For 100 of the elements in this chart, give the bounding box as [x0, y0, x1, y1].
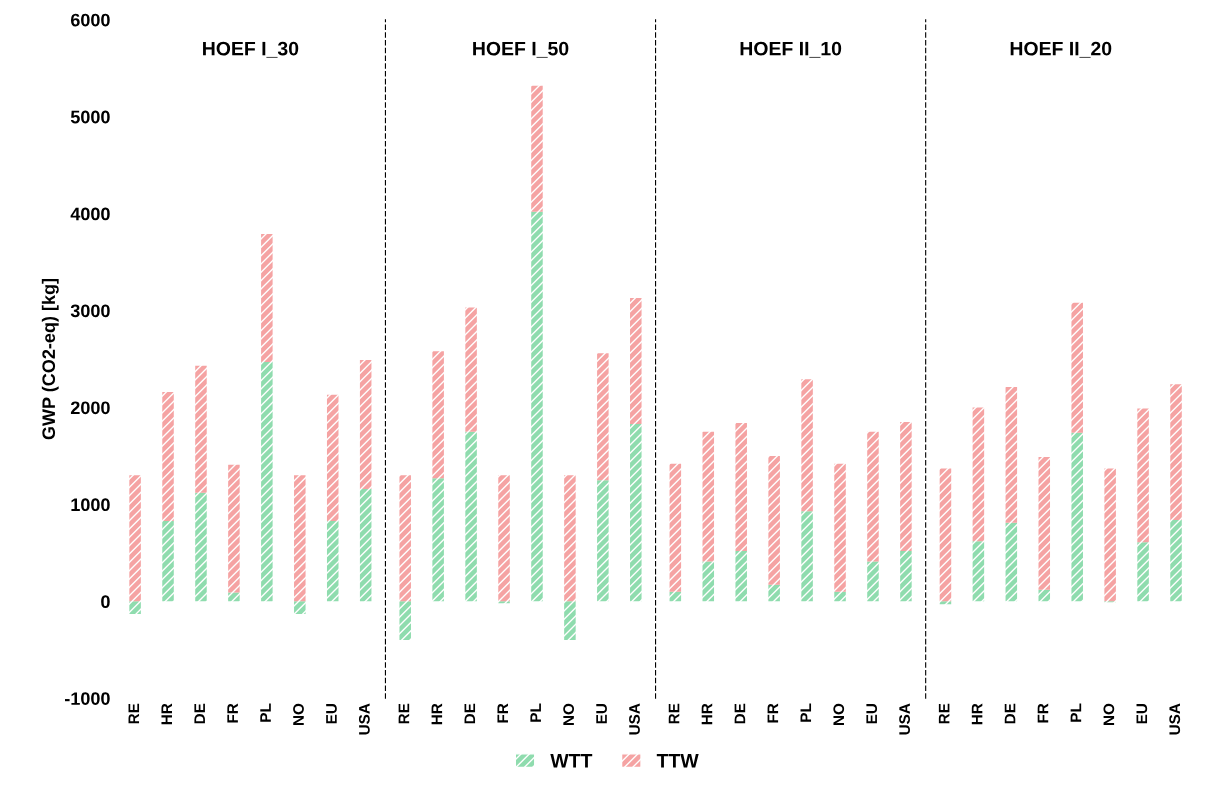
y-tick-label: 1000	[71, 498, 110, 512]
x-tick-label: NO	[563, 703, 575, 726]
bar	[900, 550, 912, 602]
x-tick-label: USA	[899, 703, 911, 735]
x-tick-label: RE	[128, 703, 140, 724]
bar	[498, 475, 510, 602]
x-tick-label: HR	[701, 703, 713, 725]
bar	[129, 475, 141, 602]
y-tick-label: -1000	[65, 692, 110, 705]
bar	[1038, 589, 1051, 602]
x-tick-label: PL	[260, 703, 271, 722]
bar	[162, 520, 174, 602]
bar	[1005, 387, 1018, 523]
y-tick-label: 3000	[70, 304, 110, 318]
bar	[564, 475, 576, 602]
bar	[294, 475, 306, 602]
bar	[531, 211, 543, 602]
x-tick-label: RE	[398, 703, 410, 724]
bar	[228, 592, 240, 602]
bar	[801, 379, 813, 512]
x-tick-label: RE	[938, 703, 950, 724]
x-tick-label: USA	[629, 703, 640, 735]
y-tick-label: 6000	[70, 13, 110, 27]
text: HOEF II_20	[1010, 41, 1112, 58]
y-tick-label: 0	[101, 595, 110, 609]
bar	[939, 468, 952, 602]
bar	[1170, 519, 1182, 602]
bar	[939, 601, 952, 605]
x-tick-label: PL	[800, 703, 812, 722]
bar	[326, 520, 339, 602]
text: HOEF I_30	[203, 41, 299, 58]
bar	[432, 478, 444, 602]
bar	[768, 584, 780, 602]
y-tick-label: 5000	[70, 110, 110, 124]
bar	[669, 463, 682, 592]
x-tick-label: FR	[1037, 703, 1049, 723]
x-tick-label: NO	[293, 703, 304, 726]
x-tick-label: RE	[668, 703, 680, 724]
bar	[261, 361, 273, 602]
bar	[564, 601, 576, 641]
x-tick-label: EU	[866, 704, 878, 724]
bar	[1038, 456, 1051, 590]
bar	[261, 233, 273, 362]
legend-label: TTW	[656, 754, 699, 768]
bar	[630, 423, 642, 602]
bar	[702, 431, 715, 562]
bar	[432, 351, 444, 479]
bar	[399, 601, 411, 641]
bar	[1170, 384, 1182, 520]
bar	[465, 431, 477, 602]
bar	[834, 591, 846, 602]
bar	[1137, 542, 1149, 602]
x-tick-label: DE	[734, 703, 746, 724]
legend-label: WTT	[550, 754, 593, 768]
bar	[1104, 468, 1116, 602]
bar	[597, 353, 609, 481]
bar	[162, 391, 174, 521]
x-tick-label: FR	[497, 703, 508, 723]
x-tick-label: EU	[596, 704, 607, 724]
bar	[630, 297, 642, 424]
bar	[294, 601, 306, 614]
bar	[531, 85, 543, 212]
x-tick-label: HR	[431, 703, 443, 725]
bar	[972, 407, 985, 542]
bar	[228, 464, 240, 593]
text: HOEF II_10	[740, 41, 842, 58]
text: HOEF I_50	[473, 41, 569, 58]
x-tick-label: DE	[1004, 703, 1016, 724]
bar	[867, 561, 879, 602]
bar	[1005, 522, 1018, 602]
bar	[801, 511, 813, 602]
y-axis-title: GWP (CO2-eq) [kg]	[41, 278, 59, 440]
bar	[195, 365, 207, 493]
bar	[834, 463, 846, 592]
x-tick-label: EU	[326, 704, 337, 724]
bar	[1137, 408, 1149, 543]
x-tick-label: DE	[464, 703, 476, 724]
bar	[768, 455, 780, 585]
bar	[1071, 432, 1083, 602]
y-tick-label: 4000	[70, 207, 110, 221]
x-tick-label: PL	[530, 703, 541, 722]
bar	[129, 601, 141, 614]
bar	[972, 541, 985, 602]
x-tick-label: HR	[971, 703, 983, 725]
x-tick-label: USA	[358, 703, 370, 735]
bar	[359, 488, 372, 602]
y-tick-label: 2000	[70, 401, 110, 415]
bar	[195, 492, 207, 602]
bar	[900, 422, 912, 551]
bar	[735, 422, 747, 551]
x-tick-label: FR	[767, 703, 779, 723]
x-tick-label: DE	[194, 703, 205, 724]
x-tick-label: NO	[833, 703, 845, 726]
x-tick-label: USA	[1169, 703, 1181, 735]
bar	[399, 475, 411, 602]
x-tick-label: HR	[161, 703, 172, 725]
x-tick-label: NO	[1103, 703, 1115, 726]
bar	[735, 550, 747, 602]
bar	[867, 431, 879, 562]
bar	[597, 480, 609, 602]
